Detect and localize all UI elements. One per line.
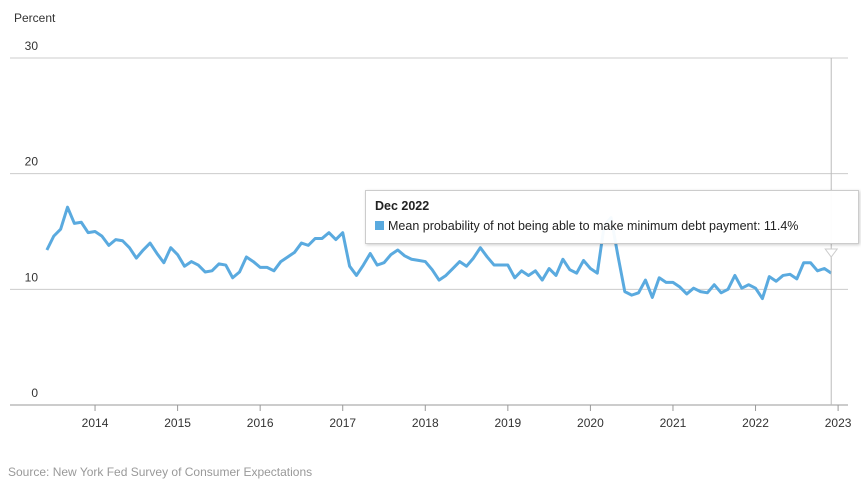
tooltip-title: Dec 2022	[375, 199, 430, 213]
tooltip: Dec 2022 Mean probability of not being a…	[365, 190, 859, 244]
x-tick-label: 2019	[494, 416, 521, 430]
x-tick-label: 2018	[412, 416, 439, 430]
x-tick-label: 2014	[82, 416, 109, 430]
x-tick-label: 2020	[577, 416, 604, 430]
y-tick-label: 10	[25, 270, 39, 284]
x-tick-label: 2015	[164, 416, 191, 430]
source: Source: New York Fed Survey of Consumer …	[8, 465, 312, 479]
x-tick-label: 2023	[825, 416, 852, 430]
tooltip-swatch	[375, 221, 384, 230]
tooltip-text: Mean probability of not being able to ma…	[388, 219, 799, 233]
y-tick-label: 30	[25, 39, 39, 53]
line	[45, 205, 833, 301]
tooltip-pointer	[824, 248, 839, 258]
x-tick-label: 2017	[329, 416, 356, 430]
x-tick-label: 2021	[660, 416, 687, 430]
y-axis-label: Percent	[14, 11, 56, 25]
x-tick-label: 2022	[742, 416, 769, 430]
x-tick-label: 2016	[247, 416, 274, 430]
tooltip-row: Mean probability of not being able to ma…	[375, 219, 849, 233]
y-tick-label: 20	[25, 155, 39, 169]
y-tick-label: 0	[31, 386, 38, 400]
